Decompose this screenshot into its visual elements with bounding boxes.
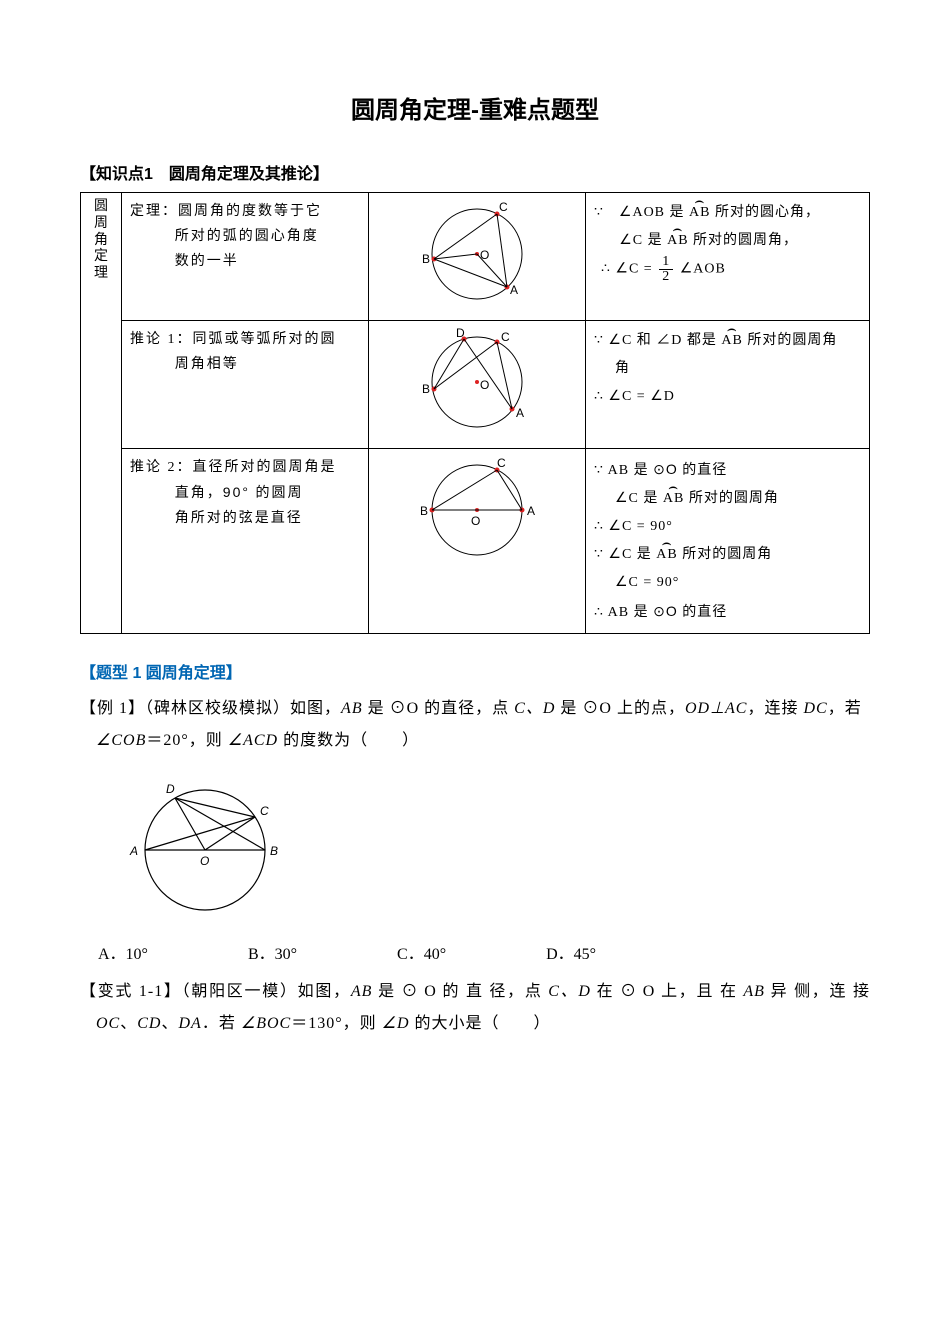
math-line: ∵ ∠AOB 是 AB 所对的圆心角， <box>594 199 861 227</box>
cor2-body-l1: 直径所对的圆周角是 <box>193 460 337 475</box>
svg-text:C: C <box>497 456 506 470</box>
theorem-desc: 定理：圆周角的度数等于它 所对的弧的圆心角度 数的一半 <box>122 193 369 321</box>
row-label-text: 圆周角定理 <box>94 199 108 283</box>
math-cell: ∵ ∠AOB 是 AB 所对的圆心角， ∠C 是 AB 所对的圆周角， ∴ ∠C… <box>586 193 870 321</box>
math-line: ∠C = 90° <box>594 569 861 597</box>
problem-1-text: 【例 1】（碑林区校级模拟）如图，AB 是 ⊙O 的直径，点 C、D 是 ⊙O … <box>80 693 870 757</box>
svg-text:B: B <box>420 504 428 518</box>
svg-text:O: O <box>480 378 489 392</box>
fig-theorem-svg: O B A C <box>402 199 552 309</box>
math-line: ∴ ∠C = 12 ∠AOB <box>594 255 861 284</box>
problem-1-figure: A B C D O <box>110 765 870 930</box>
theorem-lead: 定理： <box>130 204 178 219</box>
svg-text:A: A <box>510 283 518 297</box>
problem-1-lead: 【例 1】 <box>80 700 145 717</box>
row-label-cell: 圆周角定理 <box>81 193 122 634</box>
cor1-body-l2: 周角相等 <box>130 352 360 377</box>
problem-1-cond: ∠COB＝20°，则 ∠ACD 的度数为（ ） <box>80 725 870 757</box>
math-line: ∴ ∠C = ∠D <box>594 383 861 411</box>
cor2-desc: 推论 2：直径所对的圆周角是 直角，90° 的圆周 角所对的弦是直径 <box>122 449 369 634</box>
problem-2-line2: OC、CD、DA．若 ∠BOC＝130°，则 ∠D 的大小是（ ） <box>80 1008 870 1040</box>
problem-2-text: 【变式 1-1】（朝阳区一模）如图，AB 是 ⊙ O 的 直 径，点 C、D 在… <box>80 976 870 1008</box>
math-cell: ∵ ∠C 和 ∠D 都是 AB 所对的圆周角 角 ∴ ∠C = ∠D <box>586 321 870 449</box>
table-row: 推论 2：直径所对的圆周角是 直角，90° 的圆周 角所对的弦是直径 O B A <box>81 449 870 634</box>
svg-text:D: D <box>456 327 465 340</box>
problem-1-svg: A B C D O <box>110 765 310 925</box>
fig-cor1-svg: O B A C D <box>402 327 552 437</box>
svg-text:C: C <box>501 330 510 344</box>
cor1-body-l1: 同弧或等弧所对的圆 <box>193 332 337 347</box>
math-line: ∴ AB 是 ⊙O 的直径 <box>594 597 861 627</box>
knowledge-point-heading: 【知识点1 圆周角定理及其推论】 <box>80 160 870 184</box>
table-row: 推论 1：同弧或等弧所对的圆 周角相等 O B A <box>81 321 870 449</box>
cor2-body-l2: 直角，90° 的圆周 <box>130 480 360 506</box>
math-line: ∵ AB 是 ⊙O 的直径 <box>594 455 861 485</box>
problem-2-source: （朝阳区一模） <box>182 983 298 1000</box>
choice-a: A．10° <box>98 940 148 964</box>
figure-cell: O B A C D <box>369 321 586 449</box>
math-line: 角 <box>594 355 861 383</box>
math-line: ∴ ∠C = 90° <box>594 513 861 541</box>
page: 圆周角定理-重难点题型 【知识点1 圆周角定理及其推论】 圆周角定理 定理：圆周… <box>0 0 950 1090</box>
svg-text:A: A <box>516 406 524 420</box>
figure-cell: O B A C <box>369 193 586 321</box>
table-row: 圆周角定理 定理：圆周角的度数等于它 所对的弧的圆心角度 数的一半 <box>81 193 870 321</box>
svg-text:D: D <box>166 782 175 796</box>
theorem-body-l1: 圆周角的度数等于它 <box>178 204 322 219</box>
theorem-body-l2: 所对的弧的圆心角度 <box>130 224 360 249</box>
choice-b: B．30° <box>248 940 297 964</box>
fig-cor2-svg: O B A C <box>397 455 557 565</box>
math-line: ∠C 是 AB 所对的圆周角， <box>594 227 861 255</box>
figure-cell: O B A C <box>369 449 586 634</box>
svg-text:C: C <box>260 804 269 818</box>
cor2-body-l3: 角所对的弦是直径 <box>130 506 360 531</box>
choice-c: C．40° <box>397 940 446 964</box>
theorem-body-l3: 数的一半 <box>130 249 360 274</box>
math-line: ∵ ∠C 和 ∠D 都是 AB 所对的圆周角 <box>594 327 861 355</box>
svg-text:O: O <box>480 248 489 262</box>
svg-text:O: O <box>471 514 480 528</box>
svg-text:B: B <box>422 252 430 266</box>
math-line: ∠C 是 AB 所对的圆周角 <box>594 485 861 513</box>
problem-1-choices: A．10° B．30° C．40° D．45° <box>98 940 870 964</box>
cor2-lead: 推论 2： <box>130 460 193 475</box>
svg-text:A: A <box>527 504 535 518</box>
theorem-table: 圆周角定理 定理：圆周角的度数等于它 所对的弧的圆心角度 数的一半 <box>80 192 870 634</box>
choice-d: D．45° <box>546 940 596 964</box>
cor1-lead: 推论 1： <box>130 332 193 347</box>
math-line: ∵ ∠C 是 AB 所对的圆周角 <box>594 541 861 569</box>
svg-text:B: B <box>422 382 430 396</box>
problem-2-lead: 【变式 1-1】 <box>80 983 182 1000</box>
topic-heading: 【题型 1 圆周角定理】 <box>80 659 870 683</box>
svg-text:C: C <box>499 200 508 214</box>
svg-text:A: A <box>129 844 138 858</box>
problem-1-source: （碑林区校级模拟） <box>145 700 290 717</box>
math-cell: ∵ AB 是 ⊙O 的直径 ∠C 是 AB 所对的圆周角 ∴ ∠C = 90° … <box>586 449 870 634</box>
cor1-desc: 推论 1：同弧或等弧所对的圆 周角相等 <box>122 321 369 449</box>
main-title: 圆周角定理-重难点题型 <box>80 90 870 125</box>
svg-text:B: B <box>270 844 278 858</box>
svg-text:O: O <box>200 854 209 868</box>
